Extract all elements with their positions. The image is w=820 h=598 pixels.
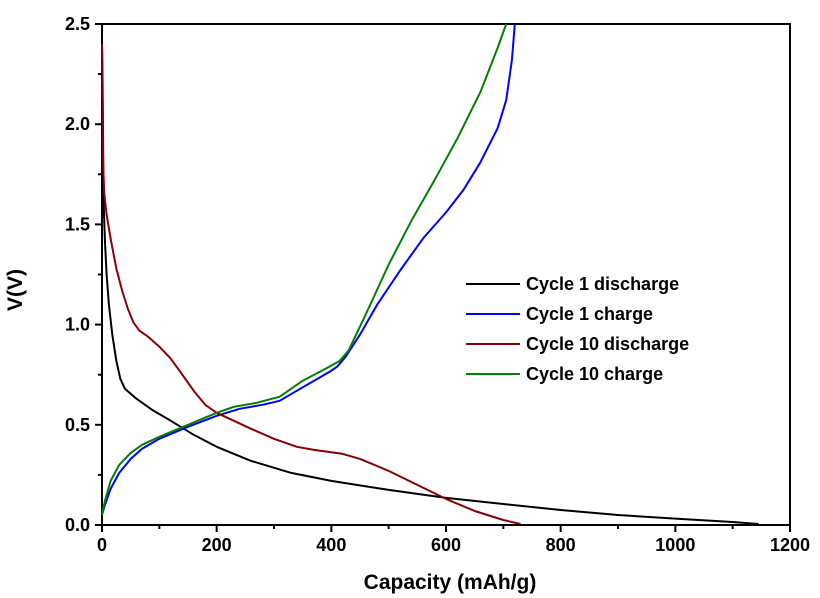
x-tick-label: 1000 (655, 535, 695, 555)
legend-label-1: Cycle 1 discharge (526, 274, 679, 294)
legend: Cycle 1 discharge Cycle 1 charge Cycle 10 … (466, 274, 689, 384)
x-tick-label: 200 (202, 535, 232, 555)
y-tick-label: 2.5 (65, 14, 90, 34)
x-tick-label: 800 (546, 535, 576, 555)
series-line-4 (101, 23, 508, 516)
y-tick-label: 2.0 (65, 114, 90, 134)
y-axis-title: V(V) (4, 269, 27, 311)
y-tick-label: 0.5 (65, 415, 90, 435)
x-tick-label: 600 (431, 535, 461, 555)
x-axis: 0 200 400 600 800 1000 1200 (97, 525, 810, 555)
plot-frame (101, 23, 791, 526)
y-tick-label: 0.0 (65, 515, 90, 535)
x-tick-label: 1200 (770, 535, 810, 555)
y-tick-label: 1.5 (65, 214, 90, 234)
series-line-3 (101, 43, 521, 525)
x-tick-label: 400 (316, 535, 346, 555)
legend-label-3: Cycle 10 discharge (526, 334, 689, 354)
x-axis-title: Capacity (mAh/g) (364, 571, 537, 594)
plot-area (101, 23, 791, 526)
y-tick-label: 1.0 (65, 315, 90, 335)
x-tick-label: 0 (97, 535, 107, 555)
y-axis: 0.0 0.5 1.0 1.5 2.0 2.5 (65, 14, 102, 535)
legend-label-2: Cycle 1 charge (526, 304, 653, 324)
legend-label-4: Cycle 10 charge (526, 364, 663, 384)
series-line-2 (101, 23, 516, 516)
series-line-1 (101, 39, 759, 525)
